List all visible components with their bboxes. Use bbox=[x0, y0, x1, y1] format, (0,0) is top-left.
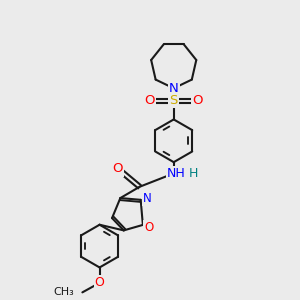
Text: S: S bbox=[169, 94, 178, 107]
Text: N: N bbox=[169, 82, 178, 95]
Text: O: O bbox=[145, 94, 155, 107]
Text: N: N bbox=[143, 192, 152, 205]
Text: NH: NH bbox=[167, 167, 185, 180]
Text: H: H bbox=[188, 167, 198, 180]
Text: O: O bbox=[192, 94, 203, 107]
Text: CH₃: CH₃ bbox=[53, 287, 74, 297]
Text: O: O bbox=[112, 163, 123, 176]
Text: O: O bbox=[144, 221, 153, 234]
Text: O: O bbox=[94, 276, 104, 290]
